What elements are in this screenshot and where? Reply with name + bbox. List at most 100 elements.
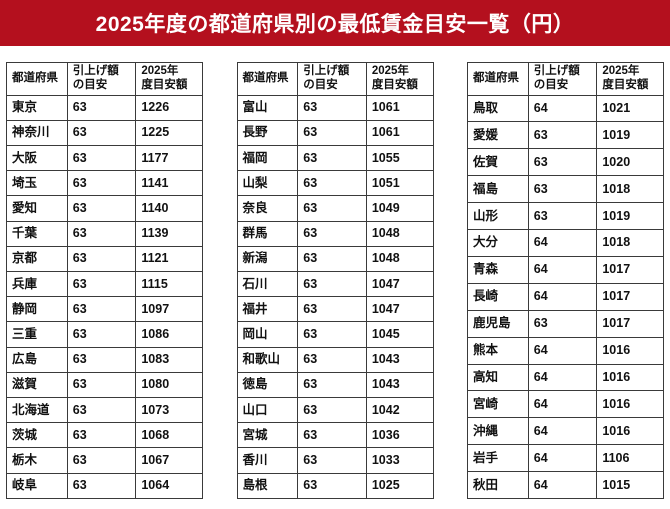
prefecture-cell: 茨城 xyxy=(6,422,68,449)
column-header: 都道府県 xyxy=(6,62,68,96)
prefecture-cell: 福島 xyxy=(467,175,529,204)
raise-amount-cell: 63 xyxy=(66,371,137,399)
target-amount-cell: 1019 xyxy=(596,202,664,231)
raise-amount-cell: 63 xyxy=(527,121,598,150)
target-amount-cell: 1033 xyxy=(365,447,434,474)
prefecture-cell: 宮城 xyxy=(236,422,299,449)
raise-amount-cell: 63 xyxy=(66,346,137,373)
prefecture-cell: 広島 xyxy=(6,346,68,373)
column-header: 引上げ額 の目安 xyxy=(527,62,598,96)
prefecture-cell: 岐阜 xyxy=(6,472,68,500)
raise-amount-cell: 63 xyxy=(66,422,137,449)
raise-amount-cell: 63 xyxy=(66,144,137,172)
target-amount-cell: 1025 xyxy=(365,472,434,500)
raise-amount-cell: 63 xyxy=(66,245,137,273)
target-amount-cell: 1016 xyxy=(596,390,664,419)
prefecture-cell: 千葉 xyxy=(6,220,68,247)
target-amount-cell: 1017 xyxy=(596,255,664,284)
target-amount-cell: 1016 xyxy=(596,363,664,392)
raise-amount-cell: 63 xyxy=(297,245,367,273)
table-row: 広島 63 1083 xyxy=(6,346,203,373)
raise-amount-cell: 63 xyxy=(527,175,598,204)
target-amount-cell: 1068 xyxy=(135,422,203,449)
target-amount-cell: 1049 xyxy=(365,195,434,222)
page-title: 2025年度の都道府県別の最低賃金目安一覧（円） xyxy=(95,13,575,36)
column-header: 2025年 度目安額 xyxy=(596,62,664,96)
table-row: 埼玉 63 1141 xyxy=(6,170,203,197)
raise-amount-cell: 63 xyxy=(66,170,137,197)
wage-table-3: 都道府県 引上げ額 の目安 2025年 度目安額 鳥取 64 1021 愛媛 63 1019 佐賀… xyxy=(467,62,664,499)
tables-container: 都道府県 引上げ額 の目安 2025年 度目安額 東京 63 1226 神奈川 63 1225 大… xyxy=(0,46,670,500)
table-row: 福島 63 1018 xyxy=(467,175,664,204)
table-row: 北海道 63 1073 xyxy=(6,397,203,424)
prefecture-cell: 香川 xyxy=(236,447,299,474)
prefecture-cell: 青森 xyxy=(467,255,529,284)
table-row: 愛知 63 1140 xyxy=(6,195,203,222)
table-row: 栃木 63 1067 xyxy=(6,447,203,474)
raise-amount-cell: 63 xyxy=(297,346,367,373)
prefecture-cell: 滋賀 xyxy=(6,371,68,399)
target-amount-cell: 1016 xyxy=(596,417,664,446)
prefecture-cell: 静岡 xyxy=(6,296,68,323)
table-row: 群馬 63 1048 xyxy=(236,220,434,247)
prefecture-cell: 兵庫 xyxy=(6,271,68,298)
raise-amount-cell: 63 xyxy=(66,220,137,247)
header-row: 都道府県 引上げ額 の目安 2025年 度目安額 xyxy=(467,62,664,96)
raise-amount-cell: 63 xyxy=(66,321,137,348)
table-row: 徳島 63 1043 xyxy=(236,371,434,399)
prefecture-cell: 愛知 xyxy=(6,195,68,222)
prefecture-cell: 大阪 xyxy=(6,144,68,172)
column-header: 2025年 度目安額 xyxy=(135,62,203,96)
column-header: 引上げ額 の目安 xyxy=(66,62,137,96)
raise-amount-cell: 63 xyxy=(527,148,598,177)
table-row: 滋賀 63 1080 xyxy=(6,371,203,399)
raise-amount-cell: 64 xyxy=(527,336,598,365)
prefecture-cell: 山形 xyxy=(467,202,529,231)
raise-amount-cell: 63 xyxy=(66,119,137,147)
target-amount-cell: 1047 xyxy=(365,296,434,323)
table-row: 大阪 63 1177 xyxy=(6,144,203,172)
raise-amount-cell: 63 xyxy=(527,202,598,231)
prefecture-cell: 奈良 xyxy=(236,195,299,222)
prefecture-cell: 佐賀 xyxy=(467,148,529,177)
prefecture-cell: 東京 xyxy=(6,94,68,121)
prefecture-cell: 沖縄 xyxy=(467,417,529,446)
table-row: 山口 63 1042 xyxy=(236,397,434,424)
prefecture-cell: 三重 xyxy=(6,321,68,348)
prefecture-cell: 鳥取 xyxy=(467,94,529,123)
target-amount-cell: 1017 xyxy=(596,282,664,311)
table-row: 佐賀 63 1020 xyxy=(467,148,664,177)
target-amount-cell: 1139 xyxy=(135,220,203,247)
target-amount-cell: 1017 xyxy=(596,309,664,338)
raise-amount-cell: 64 xyxy=(527,282,598,311)
column-header: 2025年 度目安額 xyxy=(365,62,434,96)
header-row: 都道府県 引上げ額 の目安 2025年 度目安額 xyxy=(236,62,434,96)
target-amount-cell: 1020 xyxy=(596,148,664,177)
target-amount-cell: 1141 xyxy=(135,170,203,197)
table-row: 秋田 64 1015 xyxy=(467,471,664,499)
target-amount-cell: 1097 xyxy=(135,296,203,323)
target-amount-cell: 1018 xyxy=(596,229,664,257)
raise-amount-cell: 63 xyxy=(297,447,367,474)
raise-amount-cell: 63 xyxy=(297,422,367,449)
wage-table-1: 都道府県 引上げ額 の目安 2025年 度目安額 東京 63 1226 神奈川 63 1225 大… xyxy=(6,62,203,500)
target-amount-cell: 1036 xyxy=(365,422,434,449)
table-row: 石川 63 1047 xyxy=(236,271,434,298)
target-amount-cell: 1226 xyxy=(135,94,203,121)
prefecture-cell: 福岡 xyxy=(236,144,299,172)
target-amount-cell: 1043 xyxy=(365,346,434,373)
table-row: 山形 63 1019 xyxy=(467,202,664,231)
target-amount-cell: 1083 xyxy=(135,346,203,373)
raise-amount-cell: 64 xyxy=(527,417,598,446)
raise-amount-cell: 64 xyxy=(527,229,598,257)
table-row: 岐阜 63 1064 xyxy=(6,472,203,500)
column-header: 引上げ額 の目安 xyxy=(297,62,367,96)
target-amount-cell: 1047 xyxy=(365,271,434,298)
target-amount-cell: 1177 xyxy=(135,144,203,172)
table-row: 島根 63 1025 xyxy=(236,472,434,500)
target-amount-cell: 1064 xyxy=(135,472,203,500)
prefecture-cell: 高知 xyxy=(467,363,529,392)
wage-table-2: 都道府県 引上げ額 の目安 2025年 度目安額 富山 63 1061 長野 63 1061 福岡… xyxy=(236,62,434,500)
table-row: 大分 64 1018 xyxy=(467,229,664,257)
raise-amount-cell: 64 xyxy=(527,255,598,284)
